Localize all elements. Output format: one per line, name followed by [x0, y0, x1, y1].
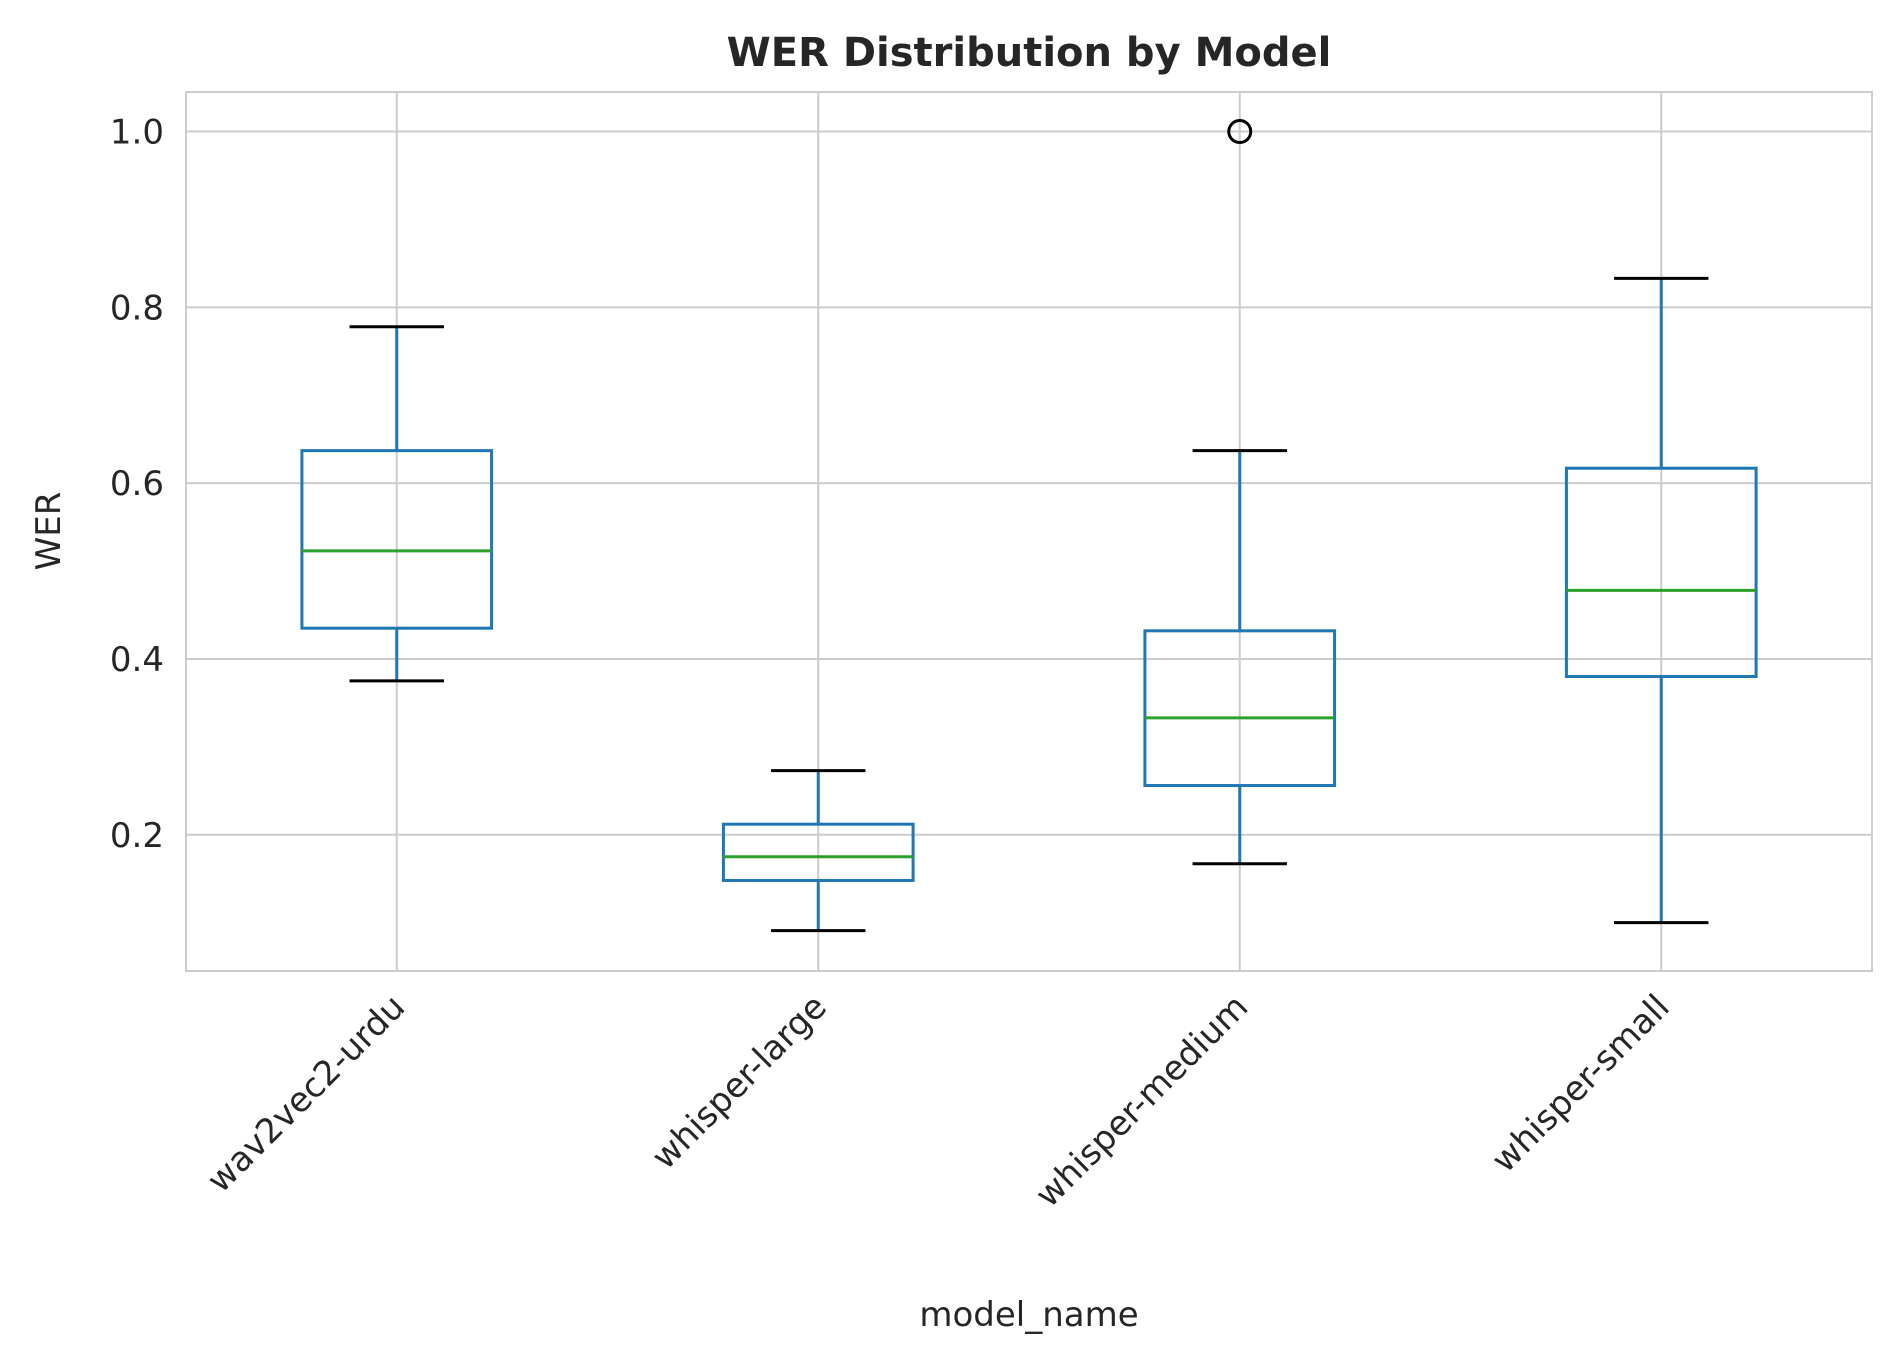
box-group-whisper-small — [1564, 276, 1758, 925]
x-tick-labels: wav2vec2-urdu whisper-large whisper-medium… — [200, 987, 1678, 1215]
box-group-whisper-medium — [1143, 119, 1337, 866]
box-group-whisper-large — [721, 769, 915, 933]
x-tick-label: whisper-large — [644, 987, 834, 1177]
x-axis-label: model_name — [919, 1295, 1138, 1335]
y-tick-label: 0.2 — [110, 816, 164, 856]
box-group-wav2vec2-urdu — [300, 325, 494, 683]
boxes-layer — [300, 119, 1758, 933]
iqr-box — [1143, 629, 1337, 788]
y-tick-label: 0.6 — [110, 464, 164, 504]
y-tick-label: 0.4 — [110, 640, 164, 680]
outlier-point — [1227, 119, 1253, 145]
x-tick-label: whisper-medium — [1028, 987, 1256, 1215]
x-tick-label: wav2vec2-urdu — [200, 987, 414, 1201]
grid — [186, 92, 1872, 971]
iqr-box — [1564, 466, 1758, 679]
iqr-box — [300, 449, 494, 630]
y-tick-label: 0.8 — [110, 288, 164, 328]
y-tick-label: 1.0 — [110, 113, 164, 153]
chart-title: WER Distribution by Model — [727, 30, 1332, 76]
plot-frame — [185, 91, 1873, 972]
y-tick-labels: 0.2 0.4 0.6 0.8 1.0 — [110, 113, 164, 856]
x-tick-label: whisper-small — [1484, 987, 1678, 1181]
y-axis-label: WER — [29, 492, 69, 571]
iqr-box — [721, 822, 915, 882]
